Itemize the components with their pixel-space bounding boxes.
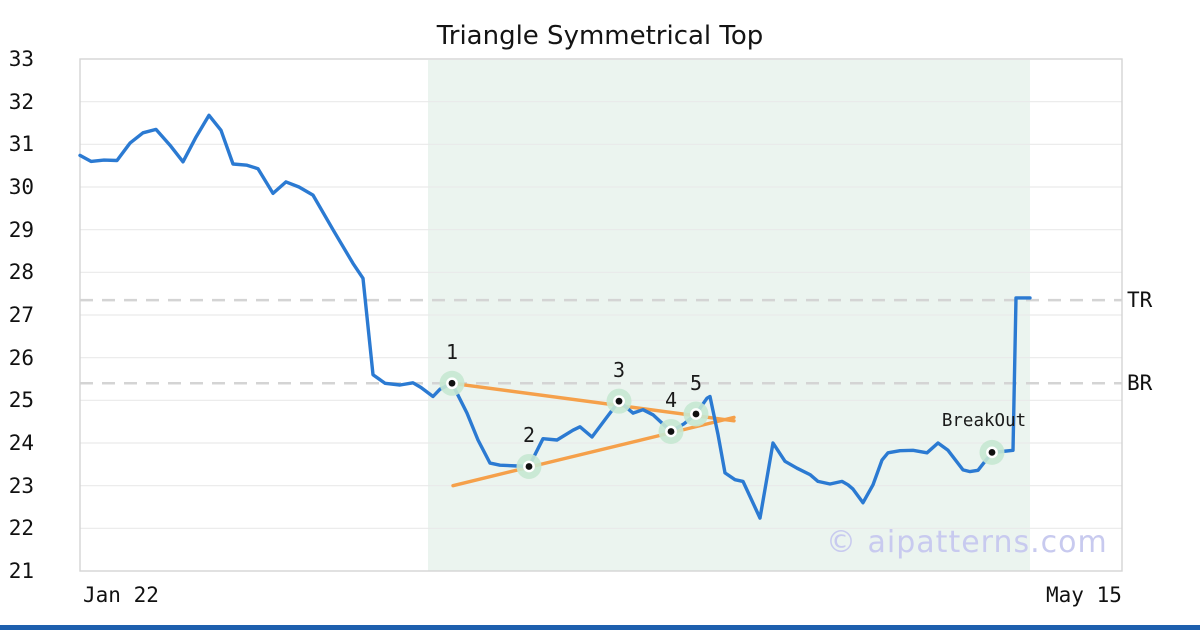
bottom-accent-bar [0, 625, 1200, 630]
pattern-point-4-dot [667, 428, 675, 435]
y-tick-30: 30 [8, 175, 34, 199]
y-tick-27: 27 [8, 303, 34, 327]
pattern-point-3-dot [615, 397, 623, 405]
breakout-point-dot [988, 448, 996, 456]
pattern-point-number-3: 3 [612, 358, 626, 383]
y-tick-23: 23 [8, 473, 34, 498]
trendline-lower [451, 415, 736, 488]
y-tick-33: 33 [8, 47, 34, 71]
pattern-point-number-2: 2 [522, 423, 536, 448]
pattern-point-5-dot [692, 410, 700, 418]
watermark-text: © aipatterns.com [826, 525, 1108, 560]
y-tick-21: 21 [8, 559, 34, 583]
breakout-annotation: BreakOut [941, 411, 1027, 432]
pattern-point-2-dot [525, 463, 533, 470]
pattern-point-number-4: 4 [664, 388, 678, 413]
pattern-point-number-1: 1 [445, 340, 459, 365]
pattern-point-number-5: 5 [689, 370, 703, 395]
price-line [78, 113, 1032, 520]
y-tick-22: 22 [8, 516, 34, 541]
y-tick-25: 25 [8, 388, 34, 413]
y-tick-28: 28 [8, 260, 34, 285]
breakout-level-label: BR [1127, 371, 1153, 396]
chart-title: Triangle Symmetrical Top [436, 21, 764, 51]
y-tick-32: 32 [8, 89, 34, 114]
x-axis-start-label: Jan 22 [83, 583, 159, 607]
y-tick-29: 29 [8, 217, 34, 242]
x-axis-end-label: May 15 [1046, 583, 1122, 607]
target-level-label: TR [1127, 288, 1153, 313]
plot-border [79, 58, 1123, 572]
y-tick-24: 24 [8, 431, 34, 455]
y-tick-31: 31 [8, 132, 34, 157]
pattern-point-1-dot [448, 379, 456, 387]
y-tick-26: 26 [8, 345, 34, 370]
